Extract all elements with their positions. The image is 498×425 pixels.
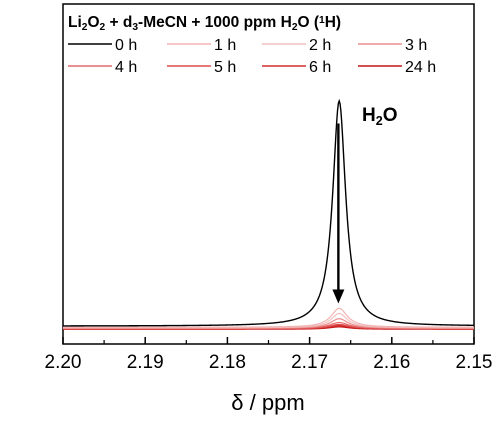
spectrum-line-0h — [62, 98, 475, 327]
x-tick-label: 2.20 — [45, 352, 82, 373]
x-tick-label: 2.17 — [291, 352, 328, 373]
legend-label: 0 h — [115, 37, 137, 54]
x-tick-label: 2.15 — [456, 352, 493, 373]
legend-label: 2 h — [309, 37, 331, 54]
legend-label: 4 h — [115, 59, 137, 76]
peak-label: H2O — [362, 105, 398, 128]
legend-label: 3 h — [405, 37, 427, 54]
legend-item-2h: 2 h — [262, 37, 331, 54]
plot-area-frame — [62, 3, 475, 345]
legend-label: 1 h — [214, 37, 236, 54]
legend-item-6h: 6 h — [262, 59, 331, 76]
x-axis: 2.20 2.19 2.18 2.17 2.16 2.15 — [45, 337, 493, 373]
x-tick-label: 2.16 — [373, 352, 410, 373]
legend-item-5h: 5 h — [167, 59, 236, 76]
legend: 0 h 1 h 2 h 3 h 4 h 5 h 6 h 24 h — [68, 37, 436, 76]
x-axis-label: δ / ppm — [231, 390, 304, 415]
legend-item-24h: 24 h — [358, 59, 436, 76]
legend-label: 6 h — [309, 59, 331, 76]
arrow-down-icon — [332, 289, 345, 304]
spectrum-curves — [62, 98, 475, 330]
legend-item-3h: 3 h — [358, 37, 427, 54]
legend-item-4h: 4 h — [68, 59, 137, 76]
legend-label: 24 h — [405, 59, 436, 76]
x-tick-label: 2.19 — [127, 352, 164, 373]
legend-label: 5 h — [214, 59, 236, 76]
x-tick-label: 2.18 — [209, 352, 246, 373]
annotations: H2O — [332, 105, 398, 304]
legend-item-1h: 1 h — [167, 37, 236, 54]
chart-title: Li2O2 + d3-MeCN + 1000 ppm H2O (1H) — [68, 14, 341, 33]
spectrum-line-1h — [63, 307, 474, 328]
legend-item-0h: 0 h — [68, 37, 137, 54]
